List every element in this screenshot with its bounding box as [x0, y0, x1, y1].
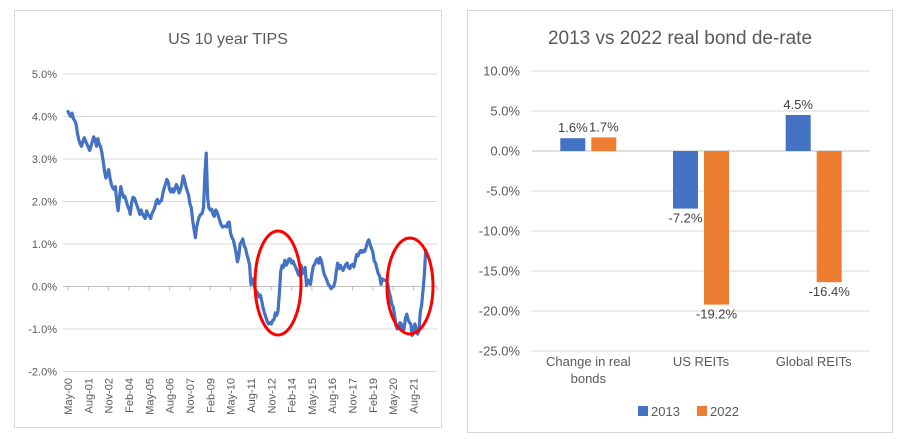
bond-derate-bar-chart: 2013 vs 2022 real bond de-rate 10.0% 5.0%…	[479, 28, 870, 419]
y-tick-label: 4.0%	[32, 112, 57, 124]
line-chart-plot-area: 5.0% 4.0% 3.0% 2.0% 1.0% 0.0% -1.0% -2.0% May-00…	[28, 69, 438, 415]
y-tick-label: -5.0%	[486, 184, 520, 199]
y-tick-label: -2.0%	[28, 367, 57, 379]
y-tick-label: -15.0%	[479, 264, 521, 279]
x-tick-label: May-20	[388, 378, 400, 415]
bar-data-label: -19.2%	[696, 307, 738, 322]
x-tick-label: Nov-12	[266, 378, 278, 413]
bar-data-label: 1.7%	[589, 119, 619, 134]
category-label: Change in real	[546, 354, 631, 369]
bar-2013-1	[560, 138, 586, 151]
x-tick-label: Nov-17	[348, 378, 360, 413]
x-tick-label: Aug-06	[165, 378, 177, 413]
bar-chart-title: 2013 vs 2022 real bond de-rate	[548, 28, 812, 49]
x-tick-label: Aug-11	[246, 378, 258, 413]
bar-data-label: 1.6%	[558, 120, 588, 135]
tips-line-chart: US 10 year TIPS 5.0% 4.0% 3.0% 2.0% 1.0% 0.0%…	[28, 31, 438, 415]
x-tick-label: Feb-09	[205, 378, 217, 413]
y-tick-label: 0.0%	[32, 282, 57, 294]
x-tick-label: May-10	[226, 378, 238, 415]
bar-2013-2	[673, 151, 698, 209]
category-label: bonds	[571, 371, 607, 386]
bar-chart-plot-area: 10.0% 5.0% 0.0% -5.0% -10.0% -15.0% -20.0% -25.…	[479, 64, 870, 419]
x-tick-label: Feb-04	[124, 378, 136, 413]
bar-2022-2	[704, 151, 729, 305]
y-tick-label: 1.0%	[32, 239, 57, 251]
y-tick-label: -10.0%	[479, 224, 521, 239]
x-tick-label: May-00	[63, 378, 75, 415]
bar-2022-3	[816, 151, 842, 283]
x-tick-label: Feb-14	[287, 378, 299, 413]
legend-label-2022: 2022	[710, 404, 739, 419]
bar-data-label: -7.2%	[669, 211, 703, 226]
annotation-ellipse-1	[253, 229, 303, 337]
legend-label-2013: 2013	[651, 404, 680, 419]
x-tick-label: Aug-16	[327, 378, 339, 413]
bar-data-label: 4.5%	[783, 97, 813, 112]
x-tick-label: Aug-21	[409, 378, 421, 413]
legend-swatch-2013	[638, 406, 648, 416]
bar-2013-3	[785, 115, 811, 151]
category-label: Global REITs	[776, 354, 852, 369]
line-chart-title: US 10 year TIPS	[168, 31, 288, 48]
y-tick-label: 5.0%	[32, 69, 57, 81]
y-tick-label: -25.0%	[479, 344, 521, 359]
y-tick-label: 2.0%	[32, 197, 57, 209]
y-tick-label: 10.0%	[483, 64, 520, 79]
y-tick-label: -20.0%	[479, 304, 521, 319]
annotation-ellipse-2	[385, 236, 435, 336]
y-tick-label: 5.0%	[490, 104, 520, 119]
x-tick-label: May-15	[307, 378, 319, 415]
category-label: US REITs	[673, 354, 730, 369]
bond-derate-bar-chart-panel: 2013 vs 2022 real bond de-rate 10.0% 5.0%…	[467, 10, 893, 433]
x-tick-label: Nov-02	[104, 378, 116, 413]
bar-data-label: -16.4%	[809, 284, 851, 299]
tips-yield-line	[66, 109, 428, 337]
x-tick-label: Feb-19	[368, 378, 380, 413]
x-tick-label: May-05	[144, 378, 156, 415]
y-tick-label: -1.0%	[28, 324, 57, 336]
x-tick-label: Aug-01	[83, 378, 95, 413]
x-tick-label: Nov-07	[185, 378, 197, 413]
y-tick-label: 3.0%	[32, 154, 57, 166]
tips-line-chart-panel: US 10 year TIPS 5.0% 4.0% 3.0% 2.0% 1.0% 0.0%…	[14, 10, 442, 428]
legend-swatch-2022	[697, 406, 707, 416]
y-tick-label: 0.0%	[490, 144, 520, 159]
bar-2022-1	[591, 137, 617, 151]
